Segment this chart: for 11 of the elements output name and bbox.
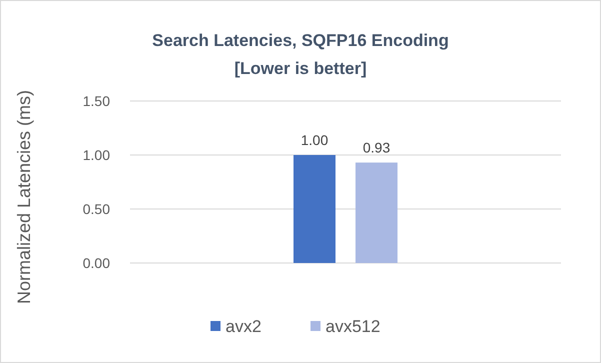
legend-label: avx512 [326, 316, 380, 336]
y-tick-label: 1.00 [82, 146, 110, 163]
data-label: 1.00 [300, 132, 328, 148]
y-tick-label: 0.00 [82, 254, 110, 271]
y-tick-label: 1.50 [82, 92, 110, 109]
y-axis-title: Normalized Latencies (ms) [14, 90, 34, 304]
data-label: 0.93 [362, 140, 390, 156]
chart-title: Search Latencies, SQFP16 Encoding [152, 31, 449, 50]
chart-subtitle: [Lower is better] [234, 59, 367, 78]
y-tick-label: 0.50 [82, 200, 110, 217]
legend-label: avx2 [226, 316, 262, 336]
